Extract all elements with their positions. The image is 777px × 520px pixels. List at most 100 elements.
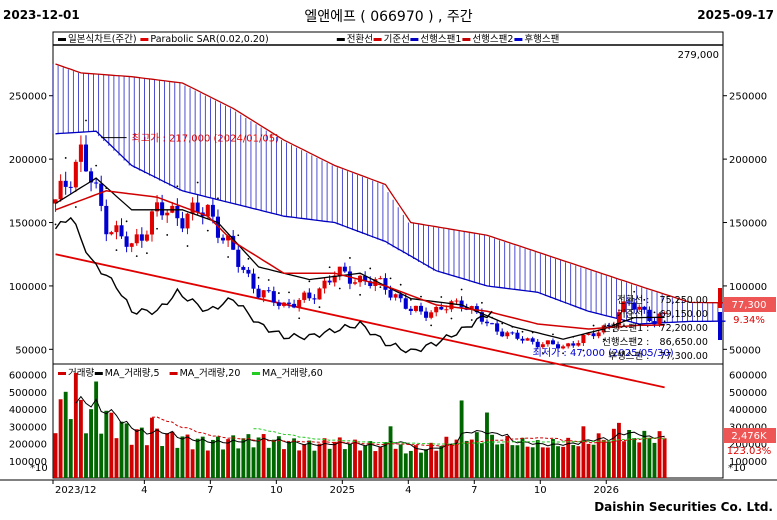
candle-body bbox=[256, 288, 261, 298]
volume-bar bbox=[662, 438, 667, 478]
volume-bar bbox=[485, 412, 489, 478]
sar-dot bbox=[308, 280, 311, 283]
lagging-span-line bbox=[54, 216, 493, 354]
volume-bar bbox=[210, 439, 215, 478]
volume-bar bbox=[94, 381, 99, 478]
volume-bar bbox=[419, 452, 423, 478]
sar-dot bbox=[592, 324, 595, 327]
candle-body bbox=[393, 294, 398, 298]
volume-bar bbox=[373, 451, 378, 478]
volume-bar bbox=[363, 445, 368, 478]
candle-body bbox=[73, 161, 78, 188]
change-badge: 9.34% bbox=[733, 315, 765, 326]
candle-body bbox=[484, 321, 490, 324]
volume-bar bbox=[342, 449, 347, 478]
candle-body bbox=[205, 204, 210, 217]
candle-body bbox=[632, 302, 637, 310]
volume-bar bbox=[657, 431, 662, 478]
volume-bar bbox=[647, 438, 652, 478]
candle-body bbox=[449, 301, 454, 310]
volume-y-tick-label: 600000 bbox=[9, 371, 47, 382]
volume-y-tick-label: 200000 bbox=[729, 440, 767, 451]
sar-dot bbox=[318, 306, 321, 309]
volume-bar bbox=[591, 444, 596, 478]
candle-body bbox=[418, 305, 424, 312]
price-legend-entry: 선행스팬2 bbox=[472, 33, 513, 45]
candle-body bbox=[662, 313, 667, 315]
ichimoku-label-value: 75,250.00 bbox=[660, 295, 708, 306]
sar-dot bbox=[460, 288, 463, 291]
candle-body bbox=[312, 298, 317, 300]
volume-bar bbox=[236, 448, 241, 478]
volume-bar bbox=[170, 431, 175, 478]
x-tick-label: 4 bbox=[405, 485, 411, 496]
x-tick-label: 2023/12 bbox=[55, 485, 97, 496]
candle-body bbox=[388, 289, 393, 298]
candle-body bbox=[292, 303, 297, 308]
volume-bar bbox=[439, 445, 444, 478]
candle-body bbox=[515, 332, 520, 339]
high-price-label: 최고가 : 217,000 (2024/01/05) bbox=[132, 133, 279, 145]
price-badge: 77,300 bbox=[732, 300, 767, 311]
sar-dot bbox=[430, 324, 433, 327]
sar-dot bbox=[74, 206, 77, 208]
volume-bar bbox=[287, 441, 291, 478]
candle-body bbox=[621, 301, 627, 313]
candle-body bbox=[652, 321, 657, 325]
candle-body bbox=[561, 346, 566, 349]
volume-legend-entry: 거래량 bbox=[68, 367, 94, 379]
volume-unit-label: *10 bbox=[30, 463, 48, 474]
volume-bar bbox=[271, 439, 276, 478]
candle-body bbox=[281, 302, 286, 306]
price-y-tick-label: 100000 bbox=[9, 282, 47, 293]
candle-body bbox=[83, 144, 89, 172]
candle-body bbox=[180, 218, 185, 229]
chart-title: 엘앤에프 ( 066970 ) , 주간 bbox=[304, 9, 473, 25]
volume-bar bbox=[434, 450, 439, 478]
candle-body bbox=[373, 279, 378, 287]
candle-body bbox=[190, 202, 195, 214]
price-y-tick-label: 150000 bbox=[9, 219, 47, 230]
volume-y-tick-label: 100000 bbox=[9, 457, 47, 468]
top-bar: 2023-12-01 엘앤에프 ( 066970 ) , 주간 2025-09-… bbox=[0, 0, 777, 32]
leading-span1-line bbox=[55, 130, 726, 325]
candle-body bbox=[246, 269, 251, 274]
candle-body bbox=[520, 338, 525, 341]
price-legend-swatch bbox=[514, 38, 523, 41]
volume-bar bbox=[73, 372, 78, 478]
volume-bar bbox=[561, 446, 566, 478]
volume-bar bbox=[403, 453, 408, 478]
candle-body bbox=[175, 205, 180, 219]
max-price-label: 279,000 bbox=[678, 50, 719, 61]
ichimoku-label-value: 69,150.00 bbox=[660, 309, 708, 320]
price-legend-swatch bbox=[58, 38, 66, 41]
x-tick-label: 2025 bbox=[330, 485, 355, 496]
x-tick-label: 7 bbox=[471, 485, 477, 496]
candle-body bbox=[495, 323, 500, 332]
volume-bar bbox=[637, 442, 642, 478]
candle-body bbox=[474, 306, 479, 313]
volume-bar bbox=[124, 423, 129, 478]
price-y-tick-label: 50000 bbox=[729, 345, 761, 356]
sar-dot bbox=[643, 298, 646, 301]
sar-dot bbox=[481, 301, 483, 304]
candle-body bbox=[591, 333, 596, 337]
volume-bar bbox=[495, 444, 500, 478]
sar-dot bbox=[298, 317, 301, 320]
volume-bar bbox=[393, 448, 398, 478]
candle-body bbox=[424, 311, 429, 318]
volume-bar bbox=[175, 447, 180, 478]
volume-bar bbox=[632, 438, 637, 478]
candle-body bbox=[566, 343, 571, 347]
candle-body bbox=[337, 266, 342, 276]
candle-body bbox=[144, 234, 149, 241]
candle-body bbox=[236, 249, 241, 267]
sar-dot bbox=[247, 257, 250, 260]
candle-body bbox=[251, 273, 256, 289]
volume-bar bbox=[185, 434, 190, 478]
candle-body bbox=[210, 204, 215, 217]
sar-dot bbox=[521, 330, 524, 333]
volume-y-tick-label: 100000 bbox=[729, 457, 767, 468]
candle-body bbox=[459, 300, 464, 308]
volume-bar bbox=[510, 445, 515, 478]
